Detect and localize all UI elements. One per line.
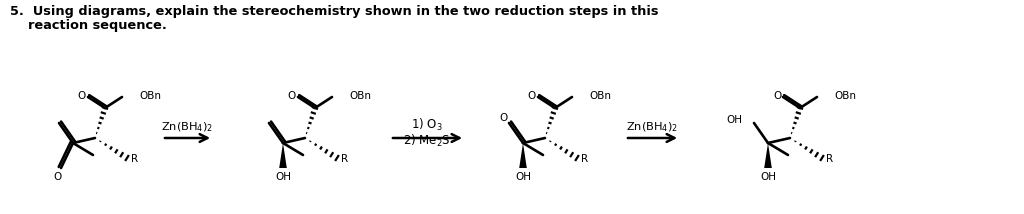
Text: OH: OH — [275, 172, 291, 182]
Polygon shape — [764, 143, 772, 168]
Text: 1) O$_3$: 1) O$_3$ — [412, 117, 442, 133]
Text: O: O — [499, 113, 507, 123]
Text: reaction sequence.: reaction sequence. — [10, 19, 167, 32]
Text: OH: OH — [726, 115, 742, 125]
Polygon shape — [280, 143, 287, 168]
Polygon shape — [519, 143, 526, 168]
Text: Zn(BH$_4$)$_2$: Zn(BH$_4$)$_2$ — [161, 120, 213, 134]
Text: O: O — [54, 172, 62, 182]
Text: OBn: OBn — [834, 91, 856, 101]
Text: R: R — [826, 154, 834, 164]
Text: OH: OH — [760, 172, 776, 182]
Text: OBn: OBn — [349, 91, 371, 101]
Text: 2) Me$_2$S: 2) Me$_2$S — [403, 133, 451, 149]
Text: O: O — [78, 91, 86, 101]
Text: Zn(BH$_4$)$_2$: Zn(BH$_4$)$_2$ — [626, 120, 678, 134]
Text: R: R — [341, 154, 348, 164]
Text: OH: OH — [515, 172, 531, 182]
Text: O: O — [528, 91, 537, 101]
Text: OBn: OBn — [589, 91, 611, 101]
Text: 5.  Using diagrams, explain the stereochemistry shown in the two reduction steps: 5. Using diagrams, explain the stereoche… — [10, 5, 658, 18]
Text: R: R — [582, 154, 589, 164]
Text: R: R — [131, 154, 138, 164]
Text: OBn: OBn — [139, 91, 161, 101]
Text: O: O — [773, 91, 781, 101]
Text: O: O — [288, 91, 296, 101]
